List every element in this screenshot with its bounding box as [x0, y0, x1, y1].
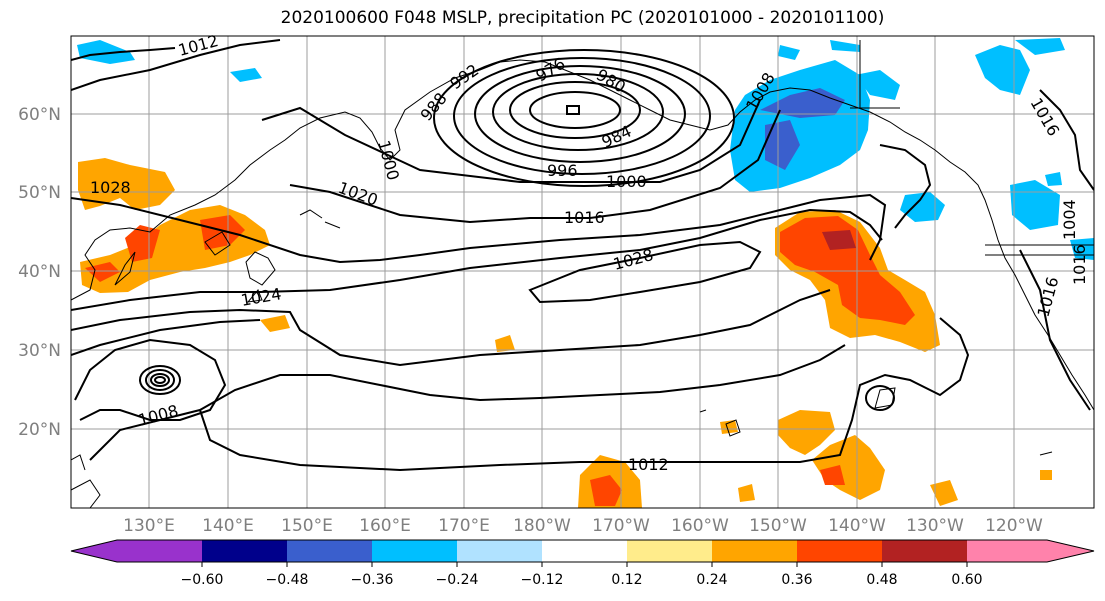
colorbar-tick-label: −0.60	[181, 572, 224, 588]
latitude-label: 30°N	[18, 341, 61, 361]
colorbar-swatch	[202, 540, 287, 562]
colorbar-tick-label: −0.36	[351, 572, 394, 588]
longitude-label: 180°W	[513, 516, 571, 536]
latitude-label: 40°N	[18, 262, 61, 282]
colorbar-swatch	[457, 540, 542, 562]
colorbar-swatch	[542, 540, 627, 562]
colorbar-outline	[70, 539, 1095, 563]
colorbar-swatch	[287, 540, 372, 562]
latitude-label: 60°N	[18, 105, 61, 125]
isobar-label: 1004	[1060, 199, 1079, 240]
colorbar-swatches	[71, 540, 1094, 562]
colorbar-tick-label: 0.36	[781, 572, 812, 588]
colorbar-ticks	[201, 562, 968, 567]
longitude-labels: 130°E 140°E 150°E 160°E 170°E 180°W 170°…	[123, 516, 1043, 536]
map-frame	[70, 35, 1095, 509]
longitude-label: 140°E	[202, 516, 254, 536]
colorbar-swatch	[967, 540, 1094, 562]
isobar-label: 1016	[564, 208, 605, 227]
isobar-label: 1028	[90, 178, 131, 197]
longitude-label: 120°W	[985, 516, 1043, 536]
colorbar-swatch	[797, 540, 882, 562]
colorbar-swatch	[71, 540, 202, 562]
longitude-label: 170°W	[592, 516, 650, 536]
longitude-label: 130°E	[123, 516, 175, 536]
gridlines	[71, 36, 1094, 508]
latitude-label: 20°N	[18, 420, 61, 440]
longitude-label: 160°W	[671, 516, 729, 536]
colorbar-tick-label: 0.12	[611, 572, 642, 588]
colorbar-swatch	[372, 540, 457, 562]
latitude-labels: 60°N 50°N 40°N 30°N 20°N	[18, 105, 61, 440]
map-background	[71, 36, 1094, 508]
isobar-label: 1000	[606, 172, 647, 191]
colorbar-swatch	[882, 540, 967, 562]
colorbar-tick-label: −0.12	[521, 572, 564, 588]
colorbar-tick-label: 0.60	[951, 572, 982, 588]
latitude-label: 50°N	[18, 183, 61, 203]
longitude-label: 130°W	[906, 516, 964, 536]
isobar-label: 1016	[1070, 244, 1089, 285]
isobar-label: 1012	[628, 455, 669, 474]
colorbar-swatch	[712, 540, 797, 562]
coastlines	[71, 40, 1094, 508]
longitude-label: 140°W	[828, 516, 886, 536]
colorbar-tick-label: −0.24	[436, 572, 479, 588]
longitude-label: 170°E	[438, 516, 490, 536]
colorbar-tick-label: 0.48	[866, 572, 897, 588]
isobar-label: 996	[547, 161, 578, 180]
colorbar-tick-label: 0.24	[696, 572, 727, 588]
colorbar-tick-label: −0.48	[266, 572, 309, 588]
longitude-label: 160°E	[359, 516, 411, 536]
longitude-label: 150°E	[281, 516, 333, 536]
map-title: 2020100600 F048 MSLP, precipitation PC (…	[280, 8, 885, 28]
longitude-label: 150°W	[749, 516, 807, 536]
isobars	[71, 39, 1094, 472]
colorbar-swatch	[627, 540, 712, 562]
colorbar: −0.60 −0.48 −0.36 −0.24 −0.12 0.12 0.24 …	[70, 539, 1095, 588]
